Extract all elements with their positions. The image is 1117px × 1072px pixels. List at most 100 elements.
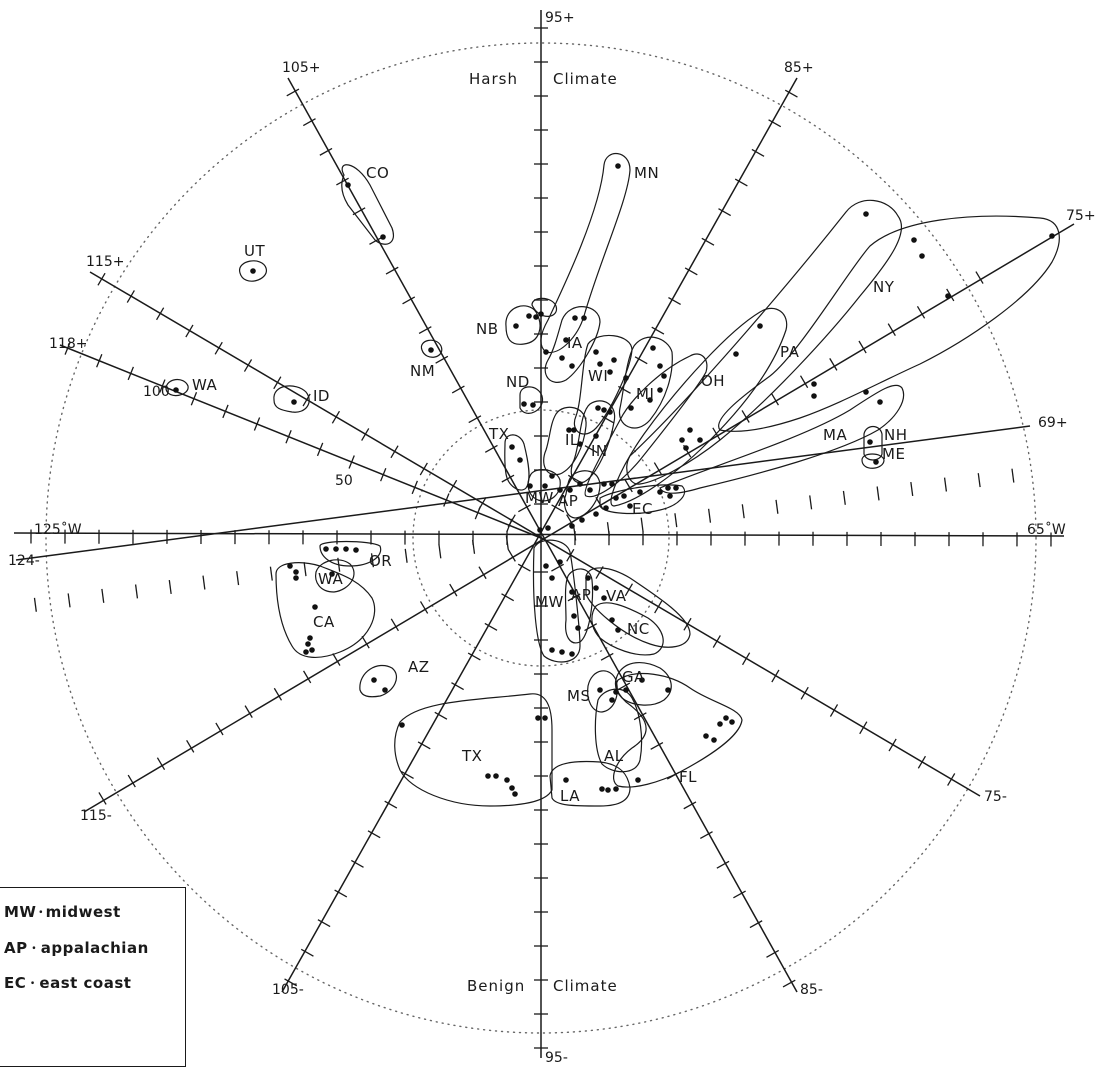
data-point xyxy=(293,569,299,575)
data-point xyxy=(343,546,349,552)
data-point xyxy=(1049,233,1055,239)
data-point xyxy=(697,437,703,443)
data-point xyxy=(569,363,575,369)
data-point xyxy=(323,546,329,552)
region-label-ny: NY xyxy=(873,278,895,296)
axis-tick xyxy=(362,428,369,440)
label-124-minus: 124- xyxy=(8,553,40,569)
data-point xyxy=(572,315,578,321)
data-point xyxy=(863,389,869,395)
axis-tick xyxy=(304,562,306,576)
region-label-ec: EC xyxy=(632,500,653,518)
label-115-minus: 115- xyxy=(80,808,112,824)
harsh-label: Harsh xyxy=(469,70,518,88)
data-point xyxy=(873,459,879,465)
data-point xyxy=(611,357,617,363)
region-label-nm: NM xyxy=(410,362,435,380)
region-label-tx-south: TX xyxy=(461,747,482,765)
axis-tick xyxy=(244,359,251,371)
data-point xyxy=(569,651,575,657)
data-point xyxy=(569,523,575,529)
data-point xyxy=(615,627,621,633)
axis-tick xyxy=(203,576,205,590)
region-label-il: IL xyxy=(565,431,579,449)
data-point xyxy=(621,493,627,499)
scale-label-100: 100 xyxy=(143,384,170,400)
data-point xyxy=(517,457,523,463)
data-point xyxy=(291,399,297,405)
region-label-or: OR xyxy=(369,552,392,570)
data-point xyxy=(593,511,599,517)
data-point xyxy=(623,687,629,693)
axis-tick xyxy=(274,377,281,389)
dots-group xyxy=(173,163,1055,797)
region-label-mi: MI xyxy=(636,385,654,403)
region-label-nc: NC xyxy=(627,620,650,638)
region-label-in: IN xyxy=(591,442,608,460)
benign-label: Benign xyxy=(467,977,525,995)
data-point xyxy=(595,405,601,411)
data-point xyxy=(593,585,599,591)
data-point xyxy=(543,563,549,569)
legend-text-mw: midwest xyxy=(46,903,121,921)
region-label-nd: ND xyxy=(506,373,530,391)
region-label-ma: MA xyxy=(823,426,847,444)
data-point xyxy=(545,525,551,531)
data-point xyxy=(575,625,581,631)
region-label-co: CO xyxy=(366,164,389,182)
label-105-plus: 105+ xyxy=(282,60,320,76)
data-point xyxy=(597,687,603,693)
data-point xyxy=(535,715,541,721)
data-point xyxy=(585,575,591,581)
axis-tick xyxy=(945,478,947,492)
data-point xyxy=(717,721,723,727)
axis-tick xyxy=(157,308,164,320)
data-point xyxy=(657,363,663,369)
data-point xyxy=(345,182,351,188)
axis-tick xyxy=(641,518,643,532)
data-point xyxy=(687,427,693,433)
data-point xyxy=(661,373,667,379)
legend-text-ec: east coast xyxy=(39,974,131,992)
data-point xyxy=(711,737,717,743)
axis-tick xyxy=(102,589,104,603)
data-point xyxy=(293,575,299,581)
region-outline-tx-n xyxy=(505,435,529,490)
region-label-pa: PA xyxy=(780,343,800,361)
axis-tick xyxy=(127,290,134,302)
data-point xyxy=(543,349,549,355)
axis-tick xyxy=(473,540,475,554)
data-point xyxy=(723,715,729,721)
data-point xyxy=(757,323,763,329)
data-point xyxy=(919,253,925,259)
axis-tick xyxy=(506,536,508,550)
data-point xyxy=(533,314,539,320)
axis-tick xyxy=(978,473,980,487)
axis-tick xyxy=(215,342,222,354)
data-point xyxy=(811,381,817,387)
data-point xyxy=(609,697,615,703)
data-point xyxy=(665,485,671,491)
label-vertical-bottom: 95- xyxy=(545,1050,568,1066)
axis-tick xyxy=(439,544,441,558)
axis-tick xyxy=(675,513,677,527)
data-point xyxy=(609,481,615,487)
axis-tick xyxy=(810,495,812,509)
data-point xyxy=(371,677,377,683)
data-point xyxy=(537,527,543,533)
data-point xyxy=(509,444,515,450)
region-label-la: LA xyxy=(560,787,580,805)
axis-tick xyxy=(776,500,778,514)
data-point xyxy=(303,649,309,655)
label-85-minus: 85- xyxy=(800,982,823,998)
axis-spoke-118 xyxy=(60,345,541,538)
region-label-fl: FL xyxy=(679,768,697,786)
axis-tick xyxy=(801,687,808,699)
data-point xyxy=(657,387,663,393)
region-outline-nb2 xyxy=(532,298,557,316)
benign-climate-label: Climate xyxy=(553,977,618,995)
data-point xyxy=(615,163,621,169)
region-label-wi: WI xyxy=(588,367,608,385)
